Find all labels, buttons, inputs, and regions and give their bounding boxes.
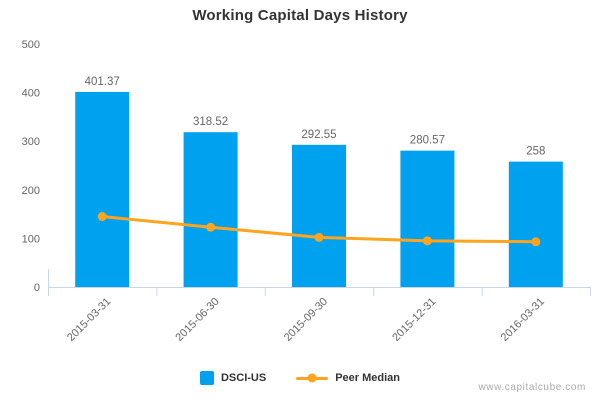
legend-label-peer-median: Peer Median <box>335 372 401 384</box>
chart-title: Working Capital Days History <box>192 7 408 24</box>
bar-dsci-us[interactable] <box>508 161 563 287</box>
line-series-marker-icon <box>296 373 329 383</box>
y-axis-tick-label: 400 <box>22 88 40 100</box>
y-axis-tick-label: 500 <box>22 39 40 51</box>
legend: DSCI-US Peer Median <box>0 371 600 385</box>
peer-median-marker[interactable] <box>531 237 541 247</box>
peer-median-marker[interactable] <box>314 232 324 242</box>
bar-dsci-us[interactable] <box>183 132 238 287</box>
y-axis-tick-label: 200 <box>22 185 40 197</box>
legend-item-dsci-us[interactable]: DSCI-US <box>199 371 267 385</box>
y-axis-tick-label: 300 <box>22 136 40 148</box>
bar-value-label: 258 <box>526 146 545 158</box>
peer-median-marker[interactable] <box>97 212 107 222</box>
bar-value-label: 292.55 <box>301 129 336 141</box>
bar-value-label: 401.37 <box>85 76 120 88</box>
bar-dsci-us[interactable] <box>400 150 455 287</box>
watermark-link[interactable]: www.capitalcube.com <box>478 382 586 393</box>
bar-value-label: 280.57 <box>410 135 445 147</box>
legend-label-dsci-us: DSCI-US <box>220 372 267 384</box>
bar-dsci-us[interactable] <box>75 91 130 288</box>
peer-median-marker[interactable] <box>422 236 432 246</box>
x-axis-label: 2015-03-31 <box>65 296 113 344</box>
x-axis-label: 2016-03-31 <box>499 296 547 344</box>
x-axis-label: 2015-12-31 <box>390 296 438 344</box>
legend-item-peer-median[interactable]: Peer Median <box>296 372 400 384</box>
x-axis-label: 2015-06-30 <box>173 296 221 344</box>
y-axis-tick-label: 100 <box>22 233 40 245</box>
bar-value-label: 318.52 <box>193 116 228 128</box>
line-series-dot-icon <box>307 373 317 383</box>
peer-median-marker[interactable] <box>206 222 216 232</box>
bar-series-swatch-icon <box>199 371 214 385</box>
x-axis-label: 2015-09-30 <box>282 296 330 344</box>
y-axis-tick-label: 0 <box>34 282 40 294</box>
bar-dsci-us[interactable] <box>292 144 346 287</box>
